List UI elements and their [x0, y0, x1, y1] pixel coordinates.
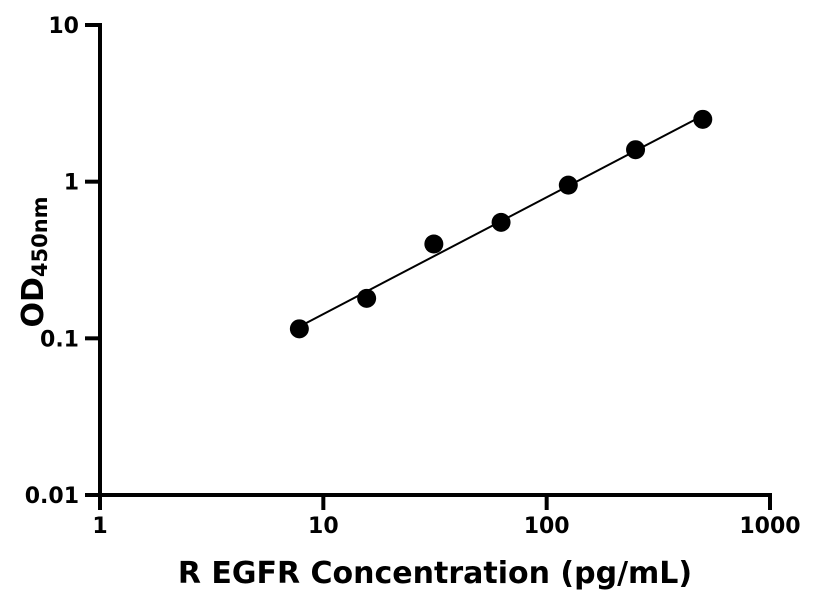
- y-tick-label: 1: [64, 171, 79, 196]
- data-point: [491, 212, 511, 232]
- data-point: [558, 175, 578, 195]
- x-tick-label: 1000: [739, 514, 800, 539]
- y-tick-label: 0.1: [40, 327, 79, 352]
- data-point: [357, 288, 377, 308]
- data-point: [424, 234, 444, 254]
- x-tick-label: 1: [92, 514, 107, 539]
- data-point: [289, 319, 309, 339]
- data-point: [693, 109, 713, 129]
- y-axis-title: OD450nm: [16, 196, 52, 327]
- y-axis-title-subscript: 450nm: [27, 196, 52, 278]
- x-tick-label: 10: [308, 514, 339, 539]
- y-axis-title-main: OD: [16, 277, 52, 328]
- y-tick-label: 0.01: [25, 484, 79, 509]
- x-tick-label: 100: [524, 514, 570, 539]
- x-axis-title: R EGFR Concentration (pg/mL): [177, 556, 693, 591]
- data-point: [626, 140, 646, 160]
- y-tick-label: 10: [48, 14, 79, 39]
